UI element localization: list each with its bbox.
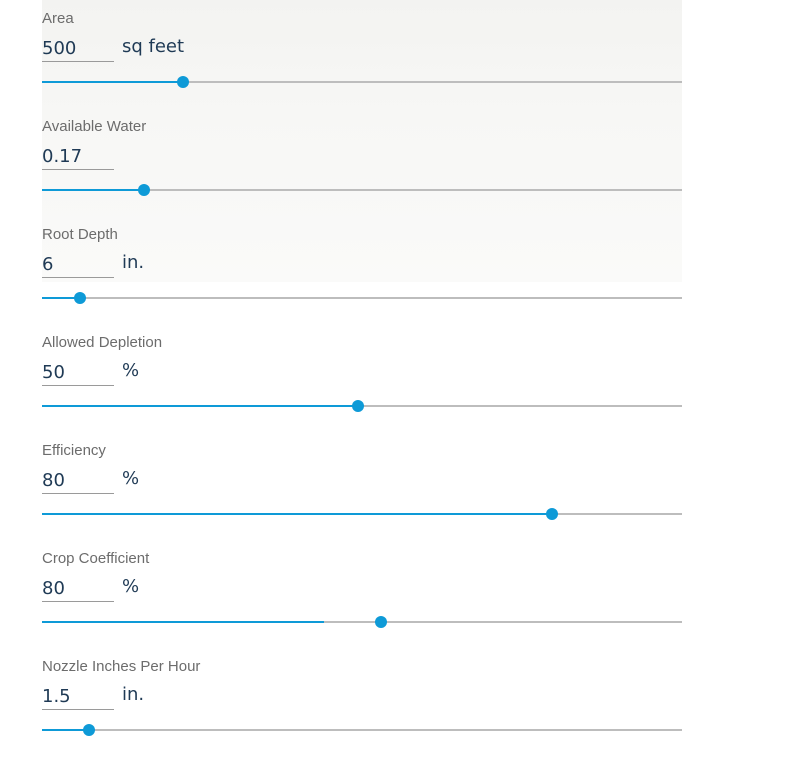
available-water-label: Available Water [42,118,147,135]
available-water-slider[interactable] [42,175,682,205]
area-label: Area [42,10,74,27]
efficiency-slider-fill [42,513,553,515]
root-depth-control: Root Depth in. [42,216,682,316]
crop-coefficient-label: Crop Coefficient [42,550,150,567]
allowed-depletion-slider[interactable] [42,391,682,421]
crop-coefficient-input[interactable] [42,575,114,602]
nozzle-inches-per-hour-slider-thumb[interactable] [82,724,95,736]
available-water-slider-track [42,189,682,191]
nozzle-inches-per-hour-slider[interactable] [42,715,682,745]
area-control: Area sq feet [42,0,682,100]
allowed-depletion-input[interactable] [42,359,114,386]
allowed-depletion-slider-thumb[interactable] [352,400,365,412]
nozzle-inches-per-hour-control: Nozzle Inches Per Hour in. [42,648,682,748]
crop-coefficient-slider-fill [42,621,324,623]
root-depth-unit: in. [122,252,145,273]
root-depth-input[interactable] [42,251,114,278]
nozzle-inches-per-hour-slider-fill [42,729,89,731]
nozzle-inches-per-hour-input[interactable] [42,683,114,710]
allowed-depletion-slider-fill [42,405,359,407]
root-depth-slider-fill [42,297,81,299]
area-unit: sq feet [122,36,185,57]
crop-coefficient-slider-track [42,621,682,623]
area-slider-fill [42,81,183,83]
area-slider-track [42,81,682,83]
available-water-slider-fill [42,189,145,191]
available-water-slider-thumb[interactable] [138,184,151,196]
root-depth-slider[interactable] [42,283,682,313]
nozzle-inches-per-hour-unit: in. [122,684,145,705]
allowed-depletion-label: Allowed Depletion [42,334,163,351]
root-depth-slider-track [42,297,682,299]
efficiency-slider-thumb[interactable] [546,508,559,520]
available-water-control: Available Water [42,108,682,208]
efficiency-unit: % [122,468,140,489]
background-image-panel [42,0,682,282]
root-depth-slider-thumb[interactable] [74,292,87,304]
efficiency-label: Efficiency [42,442,106,459]
area-input[interactable] [42,35,114,62]
nozzle-inches-per-hour-slider-track [42,729,682,731]
efficiency-input[interactable] [42,467,114,494]
root-depth-label: Root Depth [42,226,118,243]
crop-coefficient-slider[interactable] [42,607,682,637]
crop-coefficient-unit: % [122,576,140,597]
efficiency-slider[interactable] [42,499,682,529]
area-slider[interactable] [42,67,682,97]
crop-coefficient-control: Crop Coefficient % [42,540,682,640]
allowed-depletion-control: Allowed Depletion % [42,324,682,424]
area-slider-thumb[interactable] [176,76,189,88]
available-water-input[interactable] [42,143,114,170]
nozzle-inches-per-hour-label: Nozzle Inches Per Hour [42,658,201,675]
crop-coefficient-slider-thumb[interactable] [374,616,387,628]
efficiency-control: Efficiency % [42,432,682,532]
allowed-depletion-unit: % [122,360,140,381]
